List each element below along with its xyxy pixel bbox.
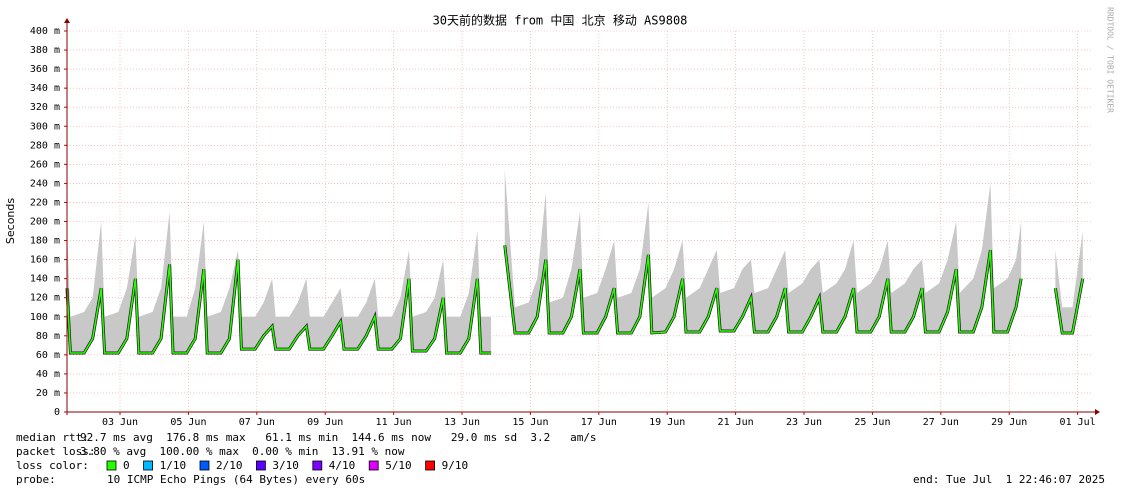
loss-swatch bbox=[368, 460, 379, 471]
x-arrow bbox=[1095, 409, 1100, 415]
y-tick-label: 100 m bbox=[30, 312, 60, 323]
probe-text: 10 ICMP Echo Pings (64 Bytes) every 60s bbox=[107, 473, 365, 486]
loss-legend-item: 9/10 bbox=[442, 459, 469, 472]
stats-text: 3.80 % avg 100.00 % max 0.00 % min 13.91… bbox=[80, 445, 405, 458]
y-tick-label: 200 m bbox=[30, 217, 60, 228]
x-tick-label: 23 Jun bbox=[786, 417, 822, 428]
loss-swatch bbox=[255, 460, 266, 471]
y-tick-label: 320 m bbox=[30, 102, 60, 113]
x-tick-label: 01 Jul bbox=[1060, 417, 1096, 428]
x-tick-label: 13 Jun bbox=[444, 417, 480, 428]
y-tick-label: 340 m bbox=[30, 83, 60, 94]
y-tick-label: 160 m bbox=[30, 255, 60, 266]
loss-legend-item: 0 bbox=[123, 459, 130, 472]
y-tick-label: 120 m bbox=[30, 293, 60, 304]
y-tick-label: 0 bbox=[54, 407, 60, 418]
x-tick-label: 25 Jun bbox=[854, 417, 890, 428]
loss-legend-item: 3/10 bbox=[272, 459, 299, 472]
x-tick-label: 21 Jun bbox=[718, 417, 754, 428]
x-tick-label: 15 Jun bbox=[512, 417, 548, 428]
loss-legend-item: 4/10 bbox=[329, 459, 356, 472]
median-line bbox=[66, 245, 1084, 354]
stats-label: median rtt: bbox=[16, 431, 89, 444]
y-tick-label: 140 m bbox=[30, 274, 60, 285]
y-tick-label: 360 m bbox=[30, 64, 60, 75]
y-tick-label: 180 m bbox=[30, 236, 60, 247]
x-tick-label: 11 Jun bbox=[376, 417, 412, 428]
y-arrow bbox=[64, 18, 70, 23]
end-time: end: Tue Jul 1 22:46:07 2025 bbox=[913, 473, 1105, 486]
x-tick-label: 05 Jun bbox=[170, 417, 206, 428]
y-tick-label: 400 m bbox=[30, 26, 60, 37]
x-tick-label: 29 Jun bbox=[991, 417, 1027, 428]
loss-legend-item: 1/10 bbox=[160, 459, 187, 472]
x-tick-label: 07 Jun bbox=[239, 417, 275, 428]
loss-legend-item: 2/10 bbox=[216, 459, 243, 472]
loss-swatch bbox=[143, 460, 154, 471]
chart-title: 30天前的数据 from 中国 北京 移动 AS9808 bbox=[433, 13, 688, 28]
y-tick-label: 260 m bbox=[30, 159, 60, 170]
loss-swatch bbox=[199, 460, 210, 471]
loss-swatch bbox=[312, 460, 323, 471]
x-tick-label: 27 Jun bbox=[923, 417, 959, 428]
y-tick-label: 280 m bbox=[30, 140, 60, 151]
x-tick-label: 17 Jun bbox=[581, 417, 617, 428]
y-tick-label: 40 m bbox=[36, 369, 60, 380]
loss-legend-item: 5/10 bbox=[385, 459, 412, 472]
y-tick-label: 240 m bbox=[30, 178, 60, 189]
y-axis-label: Seconds bbox=[4, 198, 17, 244]
y-tick-label: 300 m bbox=[30, 121, 60, 132]
x-tick-label: 19 Jun bbox=[649, 417, 685, 428]
smoke-area bbox=[67, 169, 1083, 353]
y-tick-label: 20 m bbox=[36, 388, 60, 399]
probe-label: probe: bbox=[16, 473, 56, 486]
y-tick-label: 60 m bbox=[36, 350, 60, 361]
loss-swatch bbox=[425, 460, 436, 471]
stats-text: 92.7 ms avg 176.8 ms max 61.1 ms min 144… bbox=[80, 431, 597, 444]
y-tick-label: 380 m bbox=[30, 45, 60, 56]
x-tick-label: 09 Jun bbox=[307, 417, 343, 428]
y-tick-label: 80 m bbox=[36, 331, 60, 342]
loss-legend-label: loss color: bbox=[16, 459, 89, 472]
loss-swatch bbox=[106, 460, 117, 471]
x-tick-label: 03 Jun bbox=[102, 417, 138, 428]
y-tick-label: 220 m bbox=[30, 197, 60, 208]
stats-label: packet loss: bbox=[16, 445, 95, 458]
watermark: RRDTOOL / TOBI OETIKER bbox=[1106, 7, 1115, 113]
